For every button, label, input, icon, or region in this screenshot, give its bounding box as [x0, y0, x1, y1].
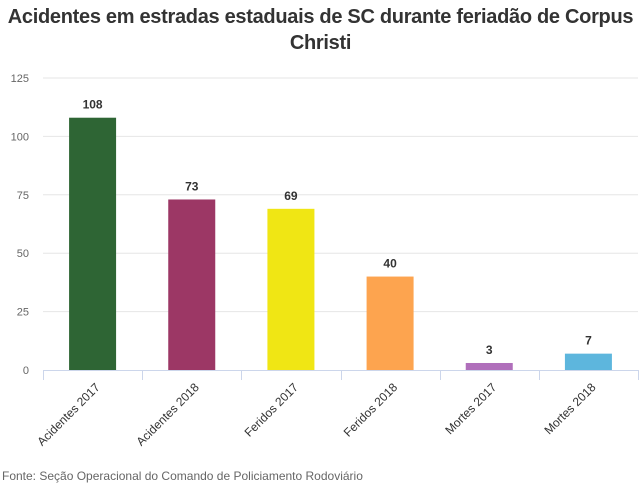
y-tick-label: 75	[17, 190, 29, 202]
bar	[267, 208, 315, 370]
bar	[168, 199, 216, 370]
data-label: 7	[585, 334, 592, 348]
bar	[564, 353, 612, 370]
y-tick-label: 100	[11, 131, 29, 143]
gridlines	[43, 77, 638, 313]
x-axis: Acidentes 2017 Acidentes 2018 Feridos 2017…	[34, 370, 639, 449]
y-tick-label: 50	[17, 248, 29, 260]
data-labels: 108 73 69 40 3 7	[83, 98, 593, 357]
data-label: 40	[383, 257, 397, 271]
y-tick-label: 125	[11, 73, 29, 85]
bar	[465, 362, 513, 370]
x-category-label: Feridos 2018	[341, 380, 401, 440]
x-category-label: Mortes 2017	[442, 380, 499, 437]
data-label: 69	[284, 189, 298, 203]
chart-title: Acidentes em estradas estaduais de SC du…	[7, 6, 634, 54]
y-tick-label: 25	[17, 307, 29, 319]
source-note: Fonte: Seção Operacional do Comando de P…	[2, 469, 363, 483]
bar	[69, 117, 117, 370]
y-tick-label: 0	[23, 365, 29, 377]
x-category-label: Acidentes 2017	[34, 380, 103, 449]
bar	[366, 276, 414, 370]
x-category-label: Mortes 2018	[541, 380, 598, 437]
data-label: 108	[83, 98, 103, 112]
bars	[69, 117, 612, 370]
y-axis-ticks: 0 25 50 75 100 125	[11, 73, 29, 377]
data-label: 3	[486, 343, 493, 357]
data-label: 73	[185, 179, 199, 193]
x-category-label: Acidentes 2018	[133, 380, 202, 449]
x-category-label: Feridos 2017	[242, 380, 302, 440]
